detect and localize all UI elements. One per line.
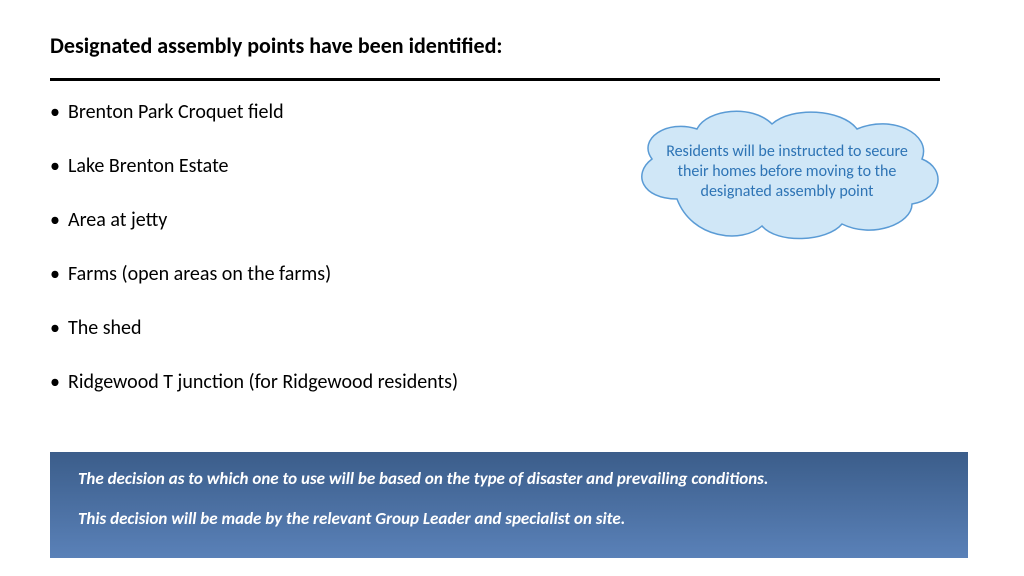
list-item: The shed (50, 316, 570, 340)
footer-note: The decision as to which one to use will… (50, 452, 968, 558)
footer-line-2: This decision will be made by the releva… (78, 508, 940, 530)
list-item: Ridgewood T junction (for Ridgewood resi… (50, 370, 570, 394)
list-item: Farms (open areas on the farms) (50, 262, 570, 286)
cloud-text: Residents will be instructed to secure t… (662, 142, 912, 202)
list-item: Lake Brenton Estate (50, 154, 570, 178)
assembly-points-list: Brenton Park Croquet field Lake Brenton … (50, 100, 570, 424)
slide-heading: Designated assembly points have been ide… (50, 32, 502, 59)
list-item: Area at jetty (50, 208, 570, 232)
footer-line-1: The decision as to which one to use will… (78, 468, 940, 490)
cloud-callout: Residents will be instructed to secure t… (622, 104, 952, 244)
divider-line (50, 78, 940, 81)
list-item: Brenton Park Croquet field (50, 100, 570, 124)
